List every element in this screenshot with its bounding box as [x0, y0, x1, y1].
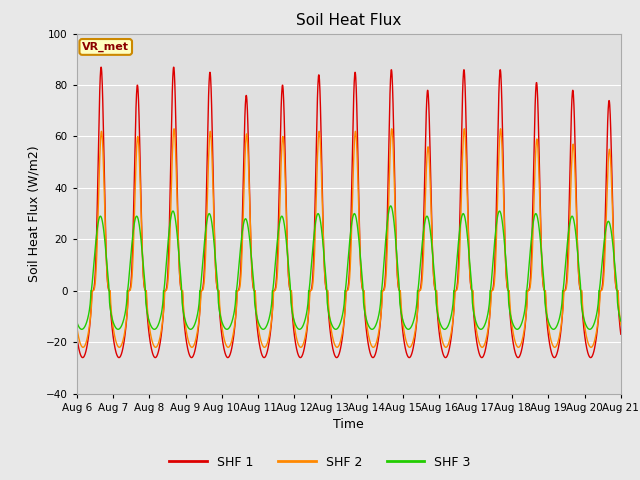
- Title: Soil Heat Flux: Soil Heat Flux: [296, 13, 401, 28]
- Y-axis label: Soil Heat Flux (W/m2): Soil Heat Flux (W/m2): [28, 145, 40, 282]
- X-axis label: Time: Time: [333, 418, 364, 431]
- Text: VR_met: VR_met: [82, 42, 129, 52]
- Legend: SHF 1, SHF 2, SHF 3: SHF 1, SHF 2, SHF 3: [164, 451, 476, 474]
